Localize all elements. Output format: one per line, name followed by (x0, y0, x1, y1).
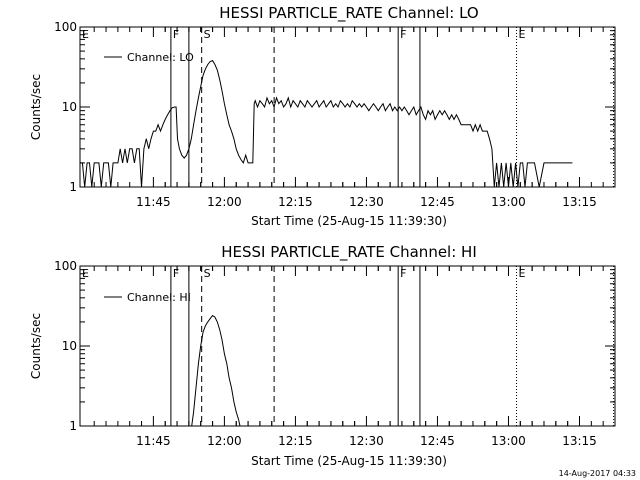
x-tick-label: 12:30 (349, 195, 384, 209)
event-marker-label: E (82, 267, 89, 280)
y-tick-label: 1 (69, 180, 77, 194)
y-tick-label: 100 (54, 259, 77, 273)
y-tick-label: 10 (62, 339, 77, 353)
footer-timestamp: 14-Aug-2017 04:33 (559, 469, 636, 478)
event-marker-label: E (519, 28, 526, 41)
y-axis-label: Counts/sec (29, 313, 43, 379)
x-tick-label: 12:45 (420, 195, 455, 209)
x-tick-label: 12:00 (207, 195, 242, 209)
x-axis: 11:45 12:00 12:15 12:30 12:45 13:00 13:15 (93, 27, 604, 209)
x-axis-label: Start Time (25-Aug-15 11:39:30) (251, 454, 447, 468)
y-axis: 1 10 100 (54, 20, 615, 194)
panel-title: HESSI PARTICLE_RATE Channel: HI (221, 243, 477, 262)
event-marker-label: S (204, 267, 211, 280)
x-tick-label: 13:15 (562, 195, 597, 209)
series-layer (191, 314, 241, 427)
panel-lo: HESSI PARTICLE_RATE Channel: LO 1 10 100 1… (29, 4, 616, 228)
x-tick-label: 11:45 (136, 434, 171, 448)
series-line (80, 59, 573, 188)
panel-hi: HESSI PARTICLE_RATE Channel: HI 1 10 100 1… (29, 243, 616, 468)
event-marker-label: F (173, 28, 179, 41)
panel-title: HESSI PARTICLE_RATE Channel: LO (219, 4, 478, 23)
y-tick-label: 10 (62, 100, 77, 114)
event-marker-label: E (519, 267, 526, 280)
event-marker-label: F (173, 267, 179, 280)
legend-label: Channel: HI (127, 291, 191, 304)
y-axis: 1 10 100 (54, 259, 615, 433)
y-tick-label: 1 (69, 419, 77, 433)
x-tick-label: 12:00 (207, 434, 242, 448)
y-tick-label: 100 (54, 20, 77, 34)
x-tick-label: 12:15 (278, 195, 313, 209)
x-tick-label: 11:45 (136, 195, 171, 209)
x-tick-label: 13:00 (491, 434, 526, 448)
x-axis: 11:45 12:00 12:15 12:30 12:45 13:00 13:15 (93, 266, 604, 448)
event-marker-label: S (204, 28, 211, 41)
event-marker-label: E (82, 28, 89, 41)
x-tick-label: 12:15 (278, 434, 313, 448)
y-axis-label: Counts/sec (29, 74, 43, 140)
legend-label: Channel: LO (127, 51, 194, 64)
x-tick-label: 13:00 (491, 195, 526, 209)
event-marker-label: F (400, 28, 406, 41)
series-layer (80, 59, 573, 188)
event-marker-label: F (400, 267, 406, 280)
x-tick-label: 12:45 (420, 434, 455, 448)
x-tick-label: 12:30 (349, 434, 384, 448)
x-tick-label: 13:15 (562, 434, 597, 448)
x-axis-label: Start Time (25-Aug-15 11:39:30) (251, 214, 447, 228)
series-line (191, 314, 241, 427)
